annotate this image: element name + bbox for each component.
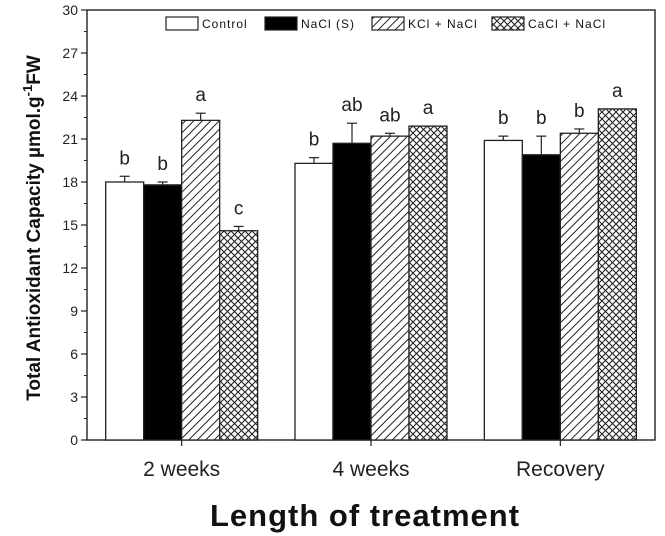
x-tick-label: 4 weeks <box>332 458 409 481</box>
data-label: b <box>498 108 509 129</box>
y-tick-label: 24 <box>62 88 78 104</box>
y-axis-title: Total Antioxidant Capacity µmol.g-1FW <box>20 55 45 401</box>
bar <box>483 139 523 441</box>
y-tick-label: 27 <box>62 45 78 61</box>
bar <box>143 184 183 441</box>
legend-label: KCl + NaCl <box>408 17 478 31</box>
legend-label: NaCl (S) <box>301 17 355 31</box>
data-label: b <box>309 130 320 151</box>
bar <box>370 135 410 441</box>
y-tick-label: 6 <box>70 346 78 362</box>
legend-swatch <box>371 16 405 31</box>
data-label: b <box>157 154 168 175</box>
data-label: b <box>119 148 130 169</box>
legend-label: CaCl + NaCl <box>528 17 606 31</box>
x-tick-label: Recovery <box>516 458 605 481</box>
x-axis-title: Length of treatment <box>210 498 520 533</box>
data-label: b <box>574 101 585 122</box>
data-label: b <box>536 108 547 129</box>
y-tick-label: 9 <box>70 303 78 319</box>
data-label: a <box>612 81 623 102</box>
bar <box>332 142 372 441</box>
y-tick-label: 12 <box>62 260 78 276</box>
y-tick-label: 18 <box>62 174 78 190</box>
bar <box>105 181 145 441</box>
y-tick-label: 0 <box>70 432 78 448</box>
legend: Control NaCl (S) KCl + NaCl CaCl + NaCl <box>165 16 606 31</box>
legend-swatch <box>165 16 199 31</box>
data-label: a <box>423 98 434 119</box>
bar <box>559 132 599 441</box>
bar <box>219 230 259 441</box>
bar <box>521 154 561 441</box>
legend-swatch <box>264 16 298 31</box>
legend-label: Control <box>202 17 248 31</box>
y-tick-label: 21 <box>62 131 78 147</box>
x-tick-label: 2 weeks <box>143 458 220 481</box>
bar <box>294 162 334 441</box>
y-tick-label: 30 <box>62 2 78 18</box>
data-label: ab <box>379 105 400 126</box>
data-label: c <box>234 198 244 219</box>
data-label: a <box>195 85 206 106</box>
legend-swatch <box>491 16 525 31</box>
y-tick-label: 15 <box>62 217 78 233</box>
bar <box>408 125 448 441</box>
bar <box>181 119 221 441</box>
data-label: ab <box>341 95 362 116</box>
bar <box>597 108 637 441</box>
y-tick-label: 3 <box>70 389 78 405</box>
